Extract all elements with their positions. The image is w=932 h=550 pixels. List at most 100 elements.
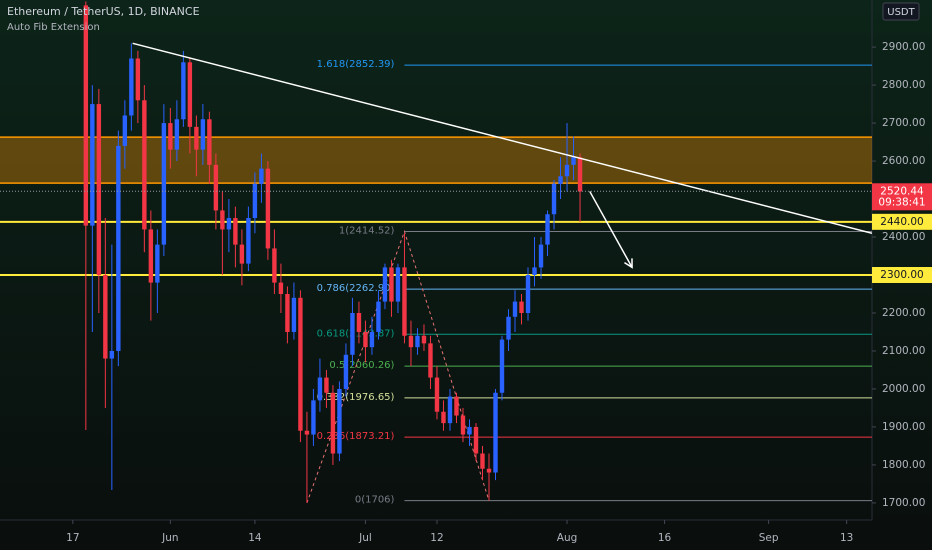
- candle-body: [317, 377, 323, 401]
- candle-body: [434, 377, 440, 412]
- candle-body: [408, 335, 414, 348]
- candle-body: [161, 123, 167, 245]
- candle-body: [519, 301, 524, 313]
- candle-body: [246, 218, 251, 264]
- candle-body: [181, 62, 186, 120]
- arrow: [589, 191, 633, 268]
- fib-label: 0(1706): [355, 495, 395, 506]
- y-tick-label: 2900.00: [882, 41, 925, 53]
- fib-label: 1(2414.52): [339, 226, 395, 237]
- chart-title: Ethereum / TetherUS, 1D, BINANCE: [7, 5, 200, 18]
- candle-body: [447, 396, 453, 424]
- x-tick-label: 12: [430, 532, 443, 544]
- candle-body: [350, 312, 355, 355]
- candle-body: [220, 210, 225, 230]
- x-tick-label: 16: [658, 532, 672, 544]
- candle-body: [129, 58, 134, 116]
- candle-body: [103, 275, 108, 359]
- candle-body: [83, 5, 89, 226]
- currency-label[interactable]: USDT: [887, 7, 915, 18]
- candle-body: [272, 248, 277, 283]
- fib-label: 0.382(1976.65): [317, 392, 395, 403]
- candle-body: [233, 218, 238, 245]
- candle-body: [532, 267, 537, 276]
- candle-body: [226, 218, 232, 230]
- currency-box[interactable]: [882, 2, 920, 21]
- y-tick-label: 2400.00: [882, 231, 925, 243]
- candle-body: [571, 157, 576, 165]
- price-tag-label: 2520.44: [880, 185, 924, 197]
- candle-body: [135, 58, 141, 101]
- candle-body: [96, 104, 102, 276]
- candle-body: [265, 168, 271, 249]
- x-tick-label: Jun: [161, 532, 178, 544]
- x-tick-label: 14: [248, 532, 262, 544]
- candle-body: [90, 104, 95, 226]
- candle-body: [428, 343, 433, 378]
- candle-body: [278, 282, 284, 294]
- fib-label: 0.5(2060.26): [329, 360, 394, 371]
- candle-body: [324, 377, 329, 393]
- candle-body: [395, 267, 401, 302]
- y-tick-label: 1900.00: [882, 421, 925, 433]
- level-tag: [872, 267, 932, 284]
- candle-body: [356, 312, 362, 332]
- candle-body: [304, 430, 310, 435]
- indicator-name: Auto Fib Extension: [7, 22, 100, 33]
- candle-body: [109, 350, 115, 359]
- y-tick-label: 2700.00: [882, 117, 925, 129]
- candle-body: [402, 267, 407, 336]
- candle-body: [298, 297, 303, 431]
- candle-body: [213, 164, 219, 211]
- candle-body: [577, 157, 583, 192]
- fib-label: 0.236(1873.21): [317, 431, 395, 442]
- candle-body: [194, 126, 199, 150]
- candle-body: [441, 411, 446, 424]
- candle-body: [207, 119, 212, 165]
- candle-body: [499, 339, 505, 393]
- candle-body: [538, 244, 544, 268]
- candle-body: [174, 119, 180, 150]
- candle-body: [291, 297, 297, 332]
- x-tick-label: 13: [840, 532, 853, 544]
- candle-body: [285, 293, 290, 332]
- candle-body: [551, 183, 557, 215]
- candle-body: [187, 62, 193, 127]
- candle-body: [506, 316, 511, 340]
- candle-body: [142, 100, 147, 230]
- candle-body: [168, 123, 173, 150]
- candle-body: [564, 164, 570, 177]
- candle-body: [454, 396, 459, 416]
- price-tag: [872, 183, 932, 211]
- x-tick-label: 17: [66, 532, 79, 544]
- candle-body: [493, 392, 498, 473]
- candle-body: [512, 301, 518, 317]
- candle-body: [382, 267, 388, 302]
- candle-body: [116, 145, 121, 351]
- y-tick-label: 1700.00: [882, 497, 925, 509]
- x-tick-label: Jul: [358, 532, 372, 544]
- candle-body: [369, 331, 375, 348]
- candle-body: [155, 244, 160, 283]
- candle-body: [545, 214, 550, 245]
- candle-body: [122, 115, 128, 146]
- candle-body: [252, 183, 258, 219]
- countdown-label: 09:38:41: [878, 196, 925, 208]
- trendline: [132, 42, 872, 234]
- y-tick-label: 1800.00: [882, 459, 925, 471]
- y-tick-label: 2200.00: [882, 307, 925, 319]
- candle-body: [467, 426, 472, 435]
- fib-label: 0.786(2262.90): [317, 283, 395, 294]
- candle-body: [239, 244, 245, 264]
- level-tag-label: 2440.00: [880, 216, 923, 228]
- y-tick-label: 2600.00: [882, 155, 925, 167]
- candle-body: [330, 392, 336, 454]
- level-tag: [872, 213, 932, 230]
- candle-body: [415, 335, 420, 348]
- candle-body: [148, 229, 154, 283]
- level-tag-label: 2300.00: [880, 269, 923, 281]
- candle-body: [337, 388, 342, 454]
- axes: 1700.00 1800.00 1900.00 2000.00 2100.00 2200.…: [66, 41, 932, 544]
- candle-body: [259, 168, 264, 184]
